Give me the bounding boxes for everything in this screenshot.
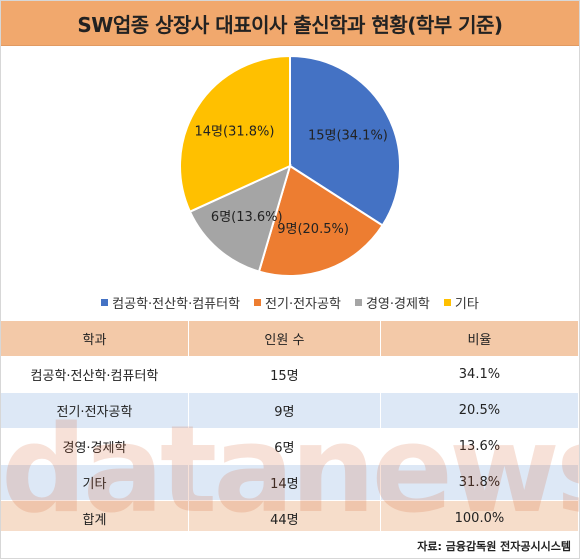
legend-item: 경영·경제학 xyxy=(354,293,430,312)
legend-item: 전기·전자공학 xyxy=(254,293,341,312)
pie-slice xyxy=(179,54,291,214)
pie-slice xyxy=(188,164,292,273)
cell-count: 9명 xyxy=(188,392,381,429)
header-count: 인원 수 xyxy=(188,321,381,357)
cell-ratio: 20.5% xyxy=(380,392,579,429)
slice-label: 6명(13.6%) xyxy=(211,210,283,225)
legend-label: 컴공학·전산학·컴퓨터학 xyxy=(112,296,241,312)
header-ratio: 비율 xyxy=(380,321,579,357)
cell-ratio: 31.8% xyxy=(380,464,579,501)
cell-ratio: 34.1% xyxy=(380,356,579,393)
header-department: 학과 xyxy=(1,321,189,357)
chart-title: SW업종 상장사 대표이사 출신학과 현황(학부 기준) xyxy=(77,12,503,37)
data-table: 학과 인원 수 비율 컴공학·전산학·컴퓨터학 15명 34.1% 전기·전자공… xyxy=(1,321,579,531)
slice-label: 9명(20.5%) xyxy=(277,222,349,237)
table-row: 경영·경제학 6명 13.6% xyxy=(1,428,579,465)
pie-slice xyxy=(257,164,384,277)
cell-department: 컴공학·전산학·컴퓨터학 xyxy=(1,356,189,393)
source-note: 자료: 금융감독원 전자공시시스템 xyxy=(417,540,571,553)
table-row: 컴공학·전산학·컴퓨터학 15명 34.1% xyxy=(1,356,579,393)
cell-department: 전기·전자공학 xyxy=(1,392,189,429)
legend-label: 경영·경제학 xyxy=(365,296,430,312)
cell-count: 14명 xyxy=(188,464,381,501)
cell-department: 경영·경제학 xyxy=(1,428,189,465)
cell-ratio: 100.0% xyxy=(380,500,579,531)
title-bar: SW업종 상장사 대표이사 출신학과 현황(학부 기준) xyxy=(1,1,579,46)
pie-chart-area: 15명(34.1%) 9명(20.5%) 6명(13.6%) 14명(31.8%) xyxy=(1,46,579,316)
table-row: 기타 14명 31.8% xyxy=(1,464,579,501)
data-table-wrap: 학과 인원 수 비율 컴공학·전산학·컴퓨터학 15명 34.1% 전기·전자공… xyxy=(1,321,579,531)
table-row: 전기·전자공학 9명 20.5% xyxy=(1,392,579,429)
legend-swatch xyxy=(101,298,109,306)
table-header-row: 학과 인원 수 비율 xyxy=(1,321,579,357)
legend: 컴공학·전산학·컴퓨터학 전기·전자공학 경영·경제학 기타 xyxy=(1,291,579,313)
cell-department: 합계 xyxy=(1,500,189,531)
legend-swatch xyxy=(354,298,362,306)
legend-swatch xyxy=(443,298,451,306)
legend-label: 기타 xyxy=(454,296,479,312)
slice-label: 14명(31.8%) xyxy=(195,124,275,139)
cell-count: 44명 xyxy=(188,500,381,531)
legend-label: 전기·전자공학 xyxy=(265,296,341,312)
pie-chart: 15명(34.1%) 9명(20.5%)6명(13.6%) 14명(31.8%) xyxy=(179,54,401,277)
cell-department: 기타 xyxy=(1,464,189,501)
table-total-row: 합계 44명 100.0% xyxy=(1,500,579,531)
legend-item: 기타 xyxy=(443,293,479,312)
cell-ratio: 13.6% xyxy=(380,428,579,465)
cell-count: 15명 xyxy=(188,356,381,393)
cell-count: 6명 xyxy=(188,428,381,465)
legend-item: 컴공학·전산학·컴퓨터학 xyxy=(101,293,240,312)
legend-swatch xyxy=(254,298,262,306)
slice-label: 15명(34.1%) xyxy=(308,128,388,143)
